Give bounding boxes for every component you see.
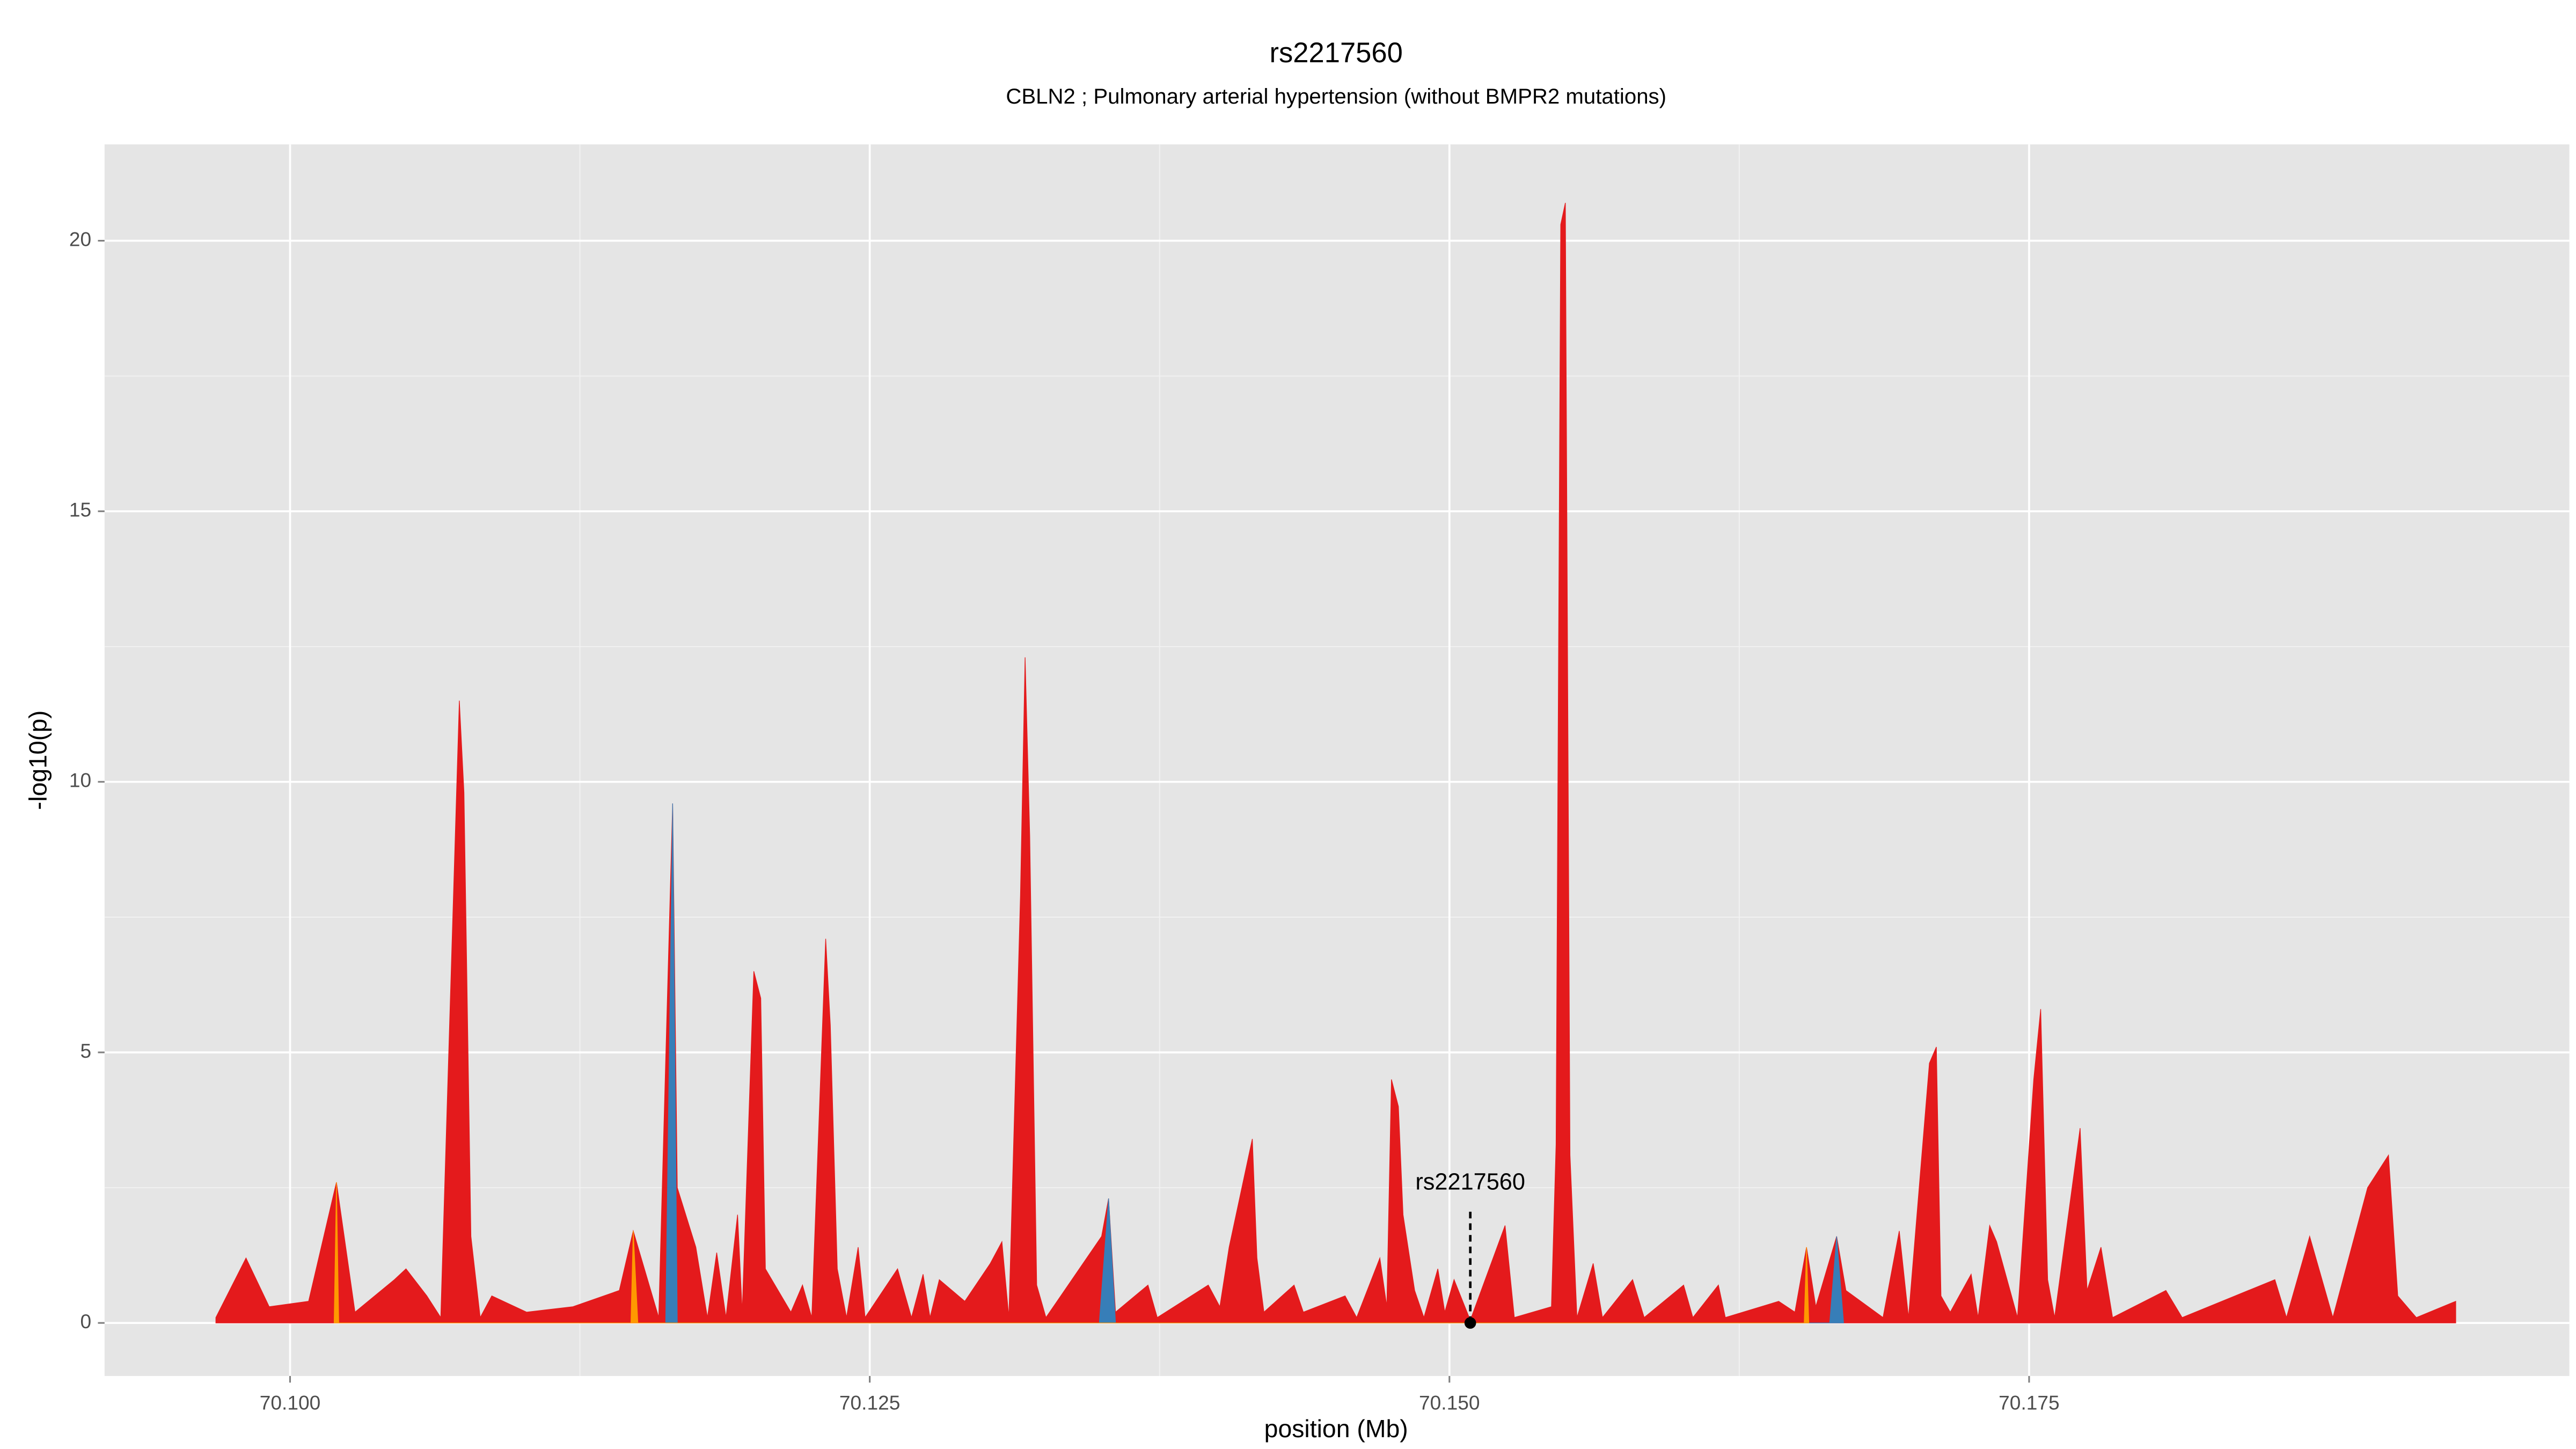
y-axis-title: -log10(p) [24, 711, 52, 810]
labels: 70.100 70.125 70.150 70.175 0 5 10 15 20 rs221756… [69, 228, 2060, 1414]
y-tick-label: 20 [69, 228, 91, 250]
plot-panel [104, 144, 2570, 1376]
annotation-point [1464, 1317, 1476, 1329]
area [333, 1182, 1810, 1323]
y-tick-label: 5 [80, 1040, 91, 1062]
annotation-label: rs2217560 [1415, 1169, 1525, 1195]
marks [215, 202, 2456, 1323]
chart-title: rs2217560 [1269, 37, 1402, 69]
area [215, 202, 2456, 1323]
x-axis-title: position (Mb) [1264, 1415, 1408, 1443]
chart-subtitle: CBLN2 ; Pulmonary arterial hypertension … [1006, 84, 1666, 108]
x-tick-label: 70.175 [1999, 1391, 2060, 1414]
y-tick-label: 15 [69, 498, 91, 521]
area [665, 803, 1844, 1323]
x-tick-label: 70.150 [1419, 1391, 1480, 1414]
y-tick-label: 10 [69, 769, 91, 792]
y-tick-label: 0 [80, 1310, 91, 1333]
x-tick-label: 70.100 [260, 1391, 321, 1414]
x-tick-label: 70.125 [839, 1391, 901, 1414]
